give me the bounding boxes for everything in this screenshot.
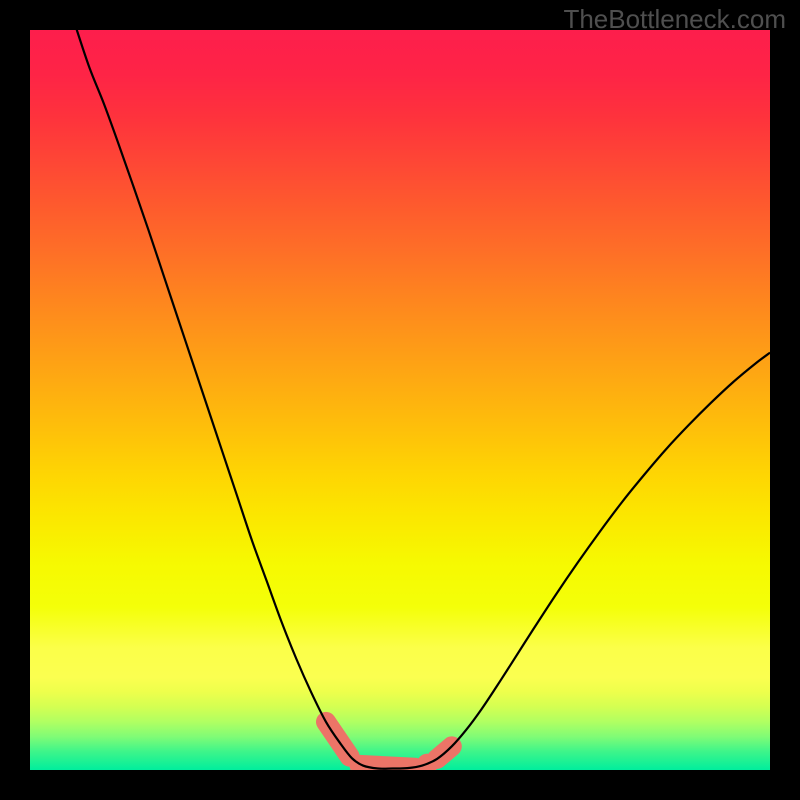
plot-background-gradient	[30, 30, 770, 770]
watermark-text: TheBottleneck.com	[563, 4, 786, 34]
chart-root: TheBottleneck.com	[0, 0, 800, 800]
chart-svg: TheBottleneck.com	[0, 0, 800, 800]
